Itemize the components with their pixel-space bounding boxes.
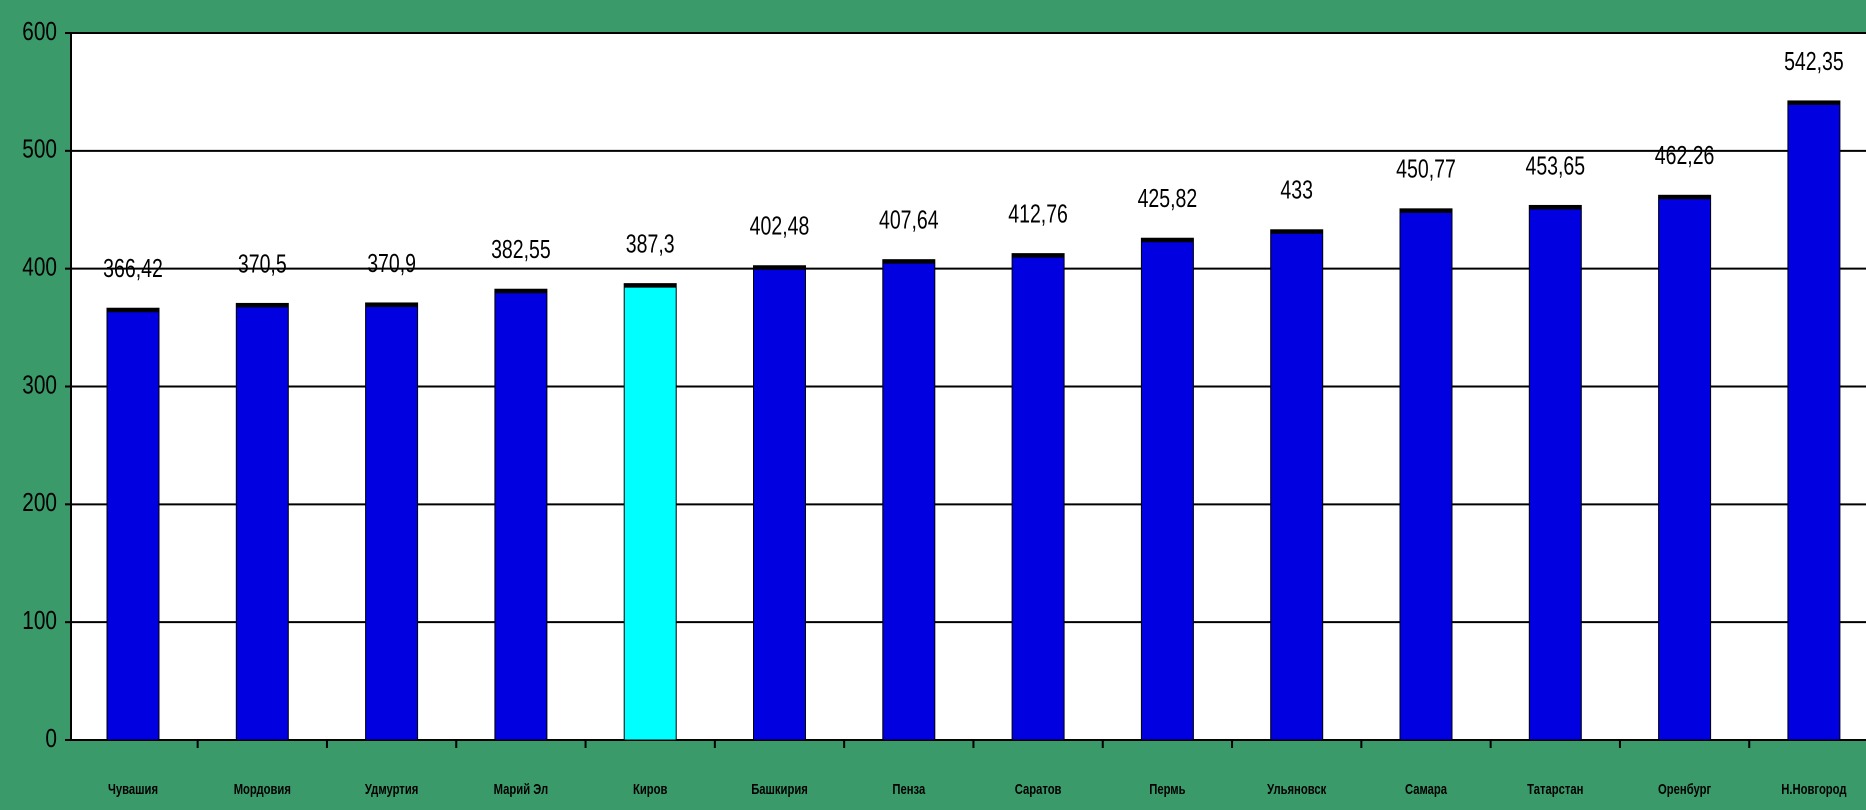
value-label: 542,35 — [1784, 46, 1844, 75]
value-label: 382,55 — [491, 234, 551, 263]
bar — [1399, 208, 1453, 741]
y-tick-label: 600 — [22, 17, 57, 46]
x-tick-label: Пермь — [1149, 780, 1185, 797]
value-label: 462,26 — [1655, 140, 1715, 169]
y-tick-label: 400 — [22, 252, 57, 281]
x-tick-label: Башкирия — [751, 780, 808, 797]
value-label: 366,42 — [103, 253, 163, 282]
value-label: 370,5 — [238, 249, 287, 278]
x-tick-label: Ульяновск — [1267, 780, 1326, 797]
x-tick-label: Пенза — [892, 780, 925, 797]
bar — [1140, 237, 1194, 741]
bar — [1270, 229, 1324, 741]
bar — [365, 302, 419, 741]
x-tick-label: Удмуртия — [365, 780, 418, 797]
x-tick-label: Саратов — [1015, 780, 1062, 797]
bar — [494, 288, 548, 741]
bar — [753, 265, 806, 741]
bar — [1787, 100, 1841, 741]
x-tick-label: Самара — [1405, 780, 1448, 797]
x-tick-label: Н.Новгород — [1781, 780, 1847, 797]
bar — [106, 307, 160, 741]
x-tick-label: Киров — [633, 780, 667, 797]
value-label: 370,9 — [367, 248, 416, 277]
bar — [1528, 204, 1582, 741]
y-tick-label: 300 — [22, 370, 57, 399]
value-label: 433 — [1280, 175, 1313, 204]
value-label: 425,82 — [1138, 183, 1198, 212]
bar — [1658, 194, 1712, 741]
value-label: 412,76 — [1008, 199, 1068, 228]
x-tick-label: Чувашия — [108, 780, 158, 797]
bar — [882, 259, 936, 741]
x-tick-label: Оренбург — [1658, 780, 1712, 797]
value-label: 450,77 — [1396, 154, 1456, 183]
value-label: 402,48 — [750, 211, 810, 240]
bar — [623, 283, 677, 741]
y-tick-label: 100 — [22, 606, 57, 635]
bar — [1011, 253, 1065, 741]
y-tick-label: 0 — [45, 724, 57, 753]
x-tick-label: Марий Эл — [494, 780, 548, 797]
value-label: 387,3 — [626, 229, 675, 258]
x-tick-label: Мордовия — [234, 780, 291, 797]
bar — [235, 302, 289, 741]
y-tick-label: 500 — [22, 135, 57, 164]
value-label: 407,64 — [879, 205, 939, 234]
value-label: 453,65 — [1525, 151, 1585, 180]
y-tick-label: 200 — [22, 488, 57, 517]
x-tick-label: Татарстан — [1527, 780, 1583, 797]
